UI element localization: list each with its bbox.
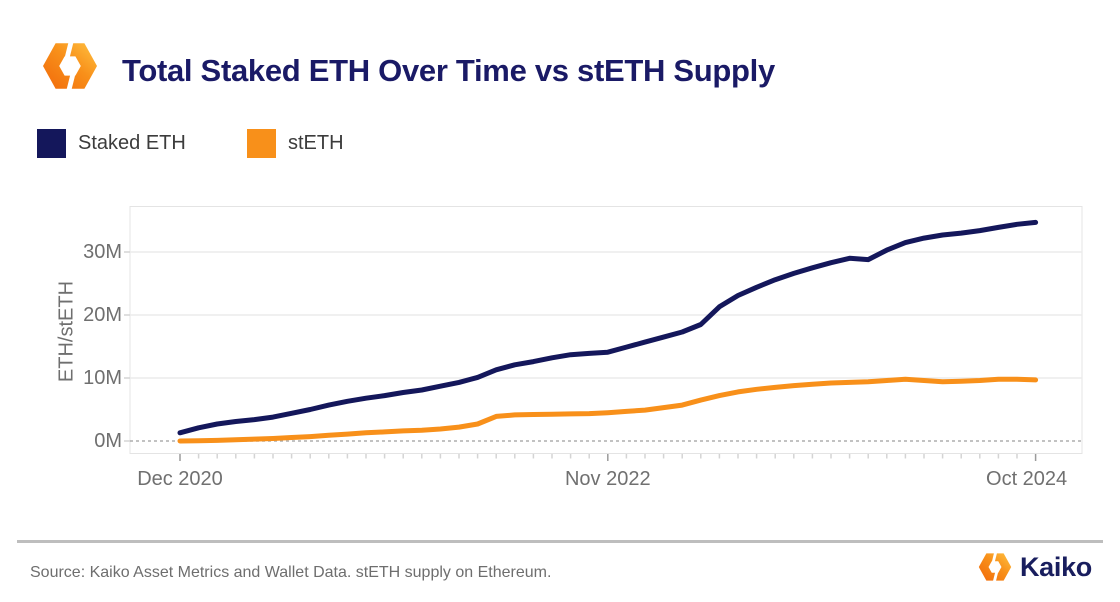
kaiko-logo-icon xyxy=(978,550,1012,584)
x-tick-label-nov-2022: Nov 2022 xyxy=(564,468,651,490)
page-title: Total Staked ETH Over Time vs stETH Supp… xyxy=(122,53,775,88)
legend-label: Staked ETH xyxy=(78,132,186,154)
kaiko-logo-icon xyxy=(43,38,97,94)
staked-eth-swatch xyxy=(37,129,66,158)
y-tick-label-30m: 30M xyxy=(83,241,122,263)
y-tick-label-20m: 20M xyxy=(83,304,122,326)
x-tick-label-oct-2024: Oct 2024 xyxy=(986,468,1068,490)
y-tick-label-0m: 0M xyxy=(94,430,122,452)
source-text: Source: Kaiko Asset Metrics and Wallet D… xyxy=(30,564,552,581)
kaiko-wordmark: Kaiko xyxy=(1019,551,1092,582)
kaiko-brand: Kaiko xyxy=(977,549,1092,585)
footer-divider xyxy=(17,540,1103,543)
staked-eth-line xyxy=(177,219,1039,436)
steth-swatch xyxy=(247,129,276,158)
y-tick-label-10m: 10M xyxy=(83,367,122,389)
x-tick-label-dec-2020: Dec 2020 xyxy=(137,468,223,490)
legend-item-steth: stETH xyxy=(247,129,344,158)
steth-line xyxy=(177,376,1039,444)
legend-label: stETH xyxy=(288,132,344,154)
legend-item-staked-eth: Staked ETH xyxy=(37,129,186,158)
line-chart-plot-area xyxy=(124,206,1083,461)
